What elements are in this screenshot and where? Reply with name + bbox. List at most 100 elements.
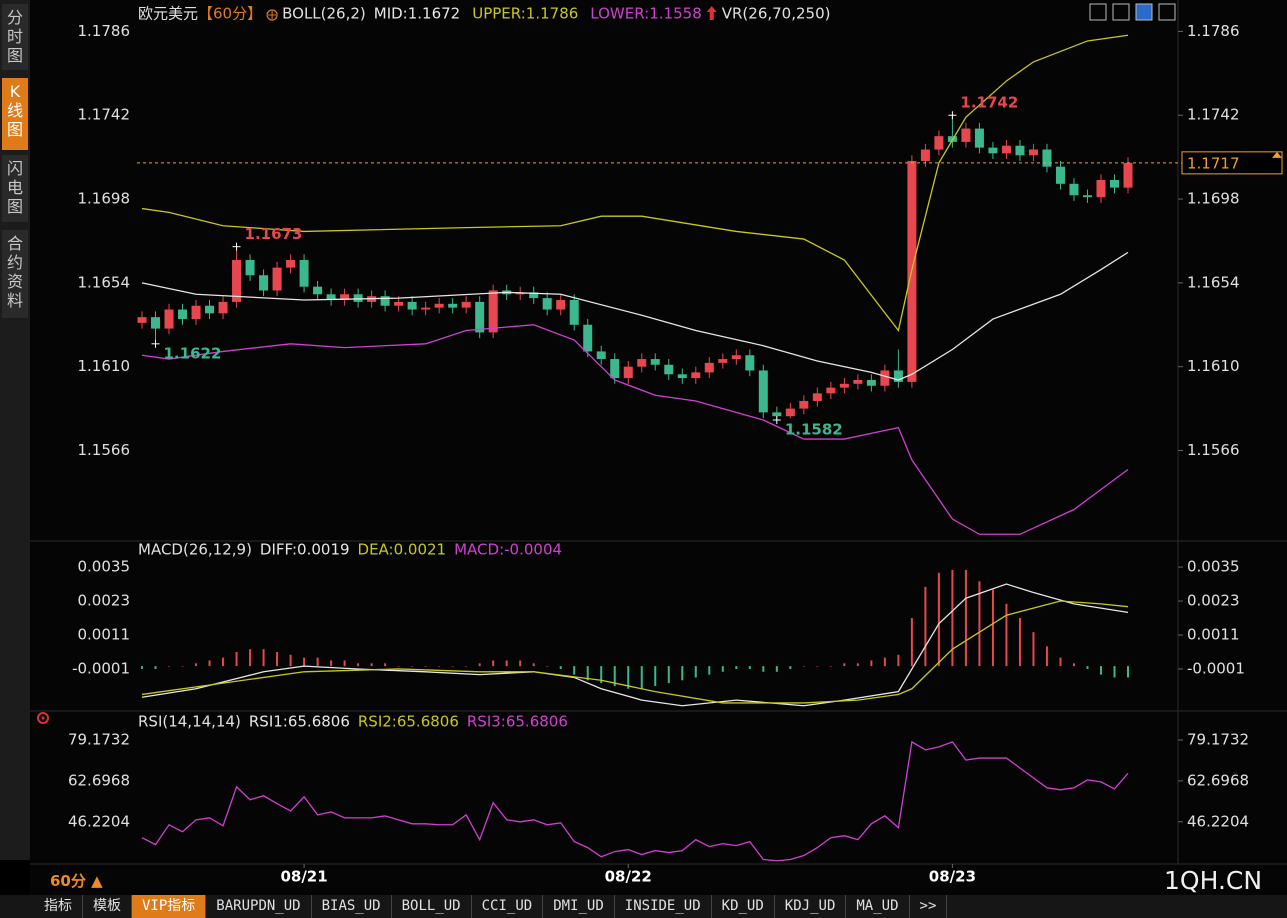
candle-body (853, 380, 863, 384)
candle-body (650, 359, 660, 365)
y-tick-label: 1.1742 (1187, 106, 1240, 124)
y-tick-label: 1.1566 (78, 441, 131, 459)
bottom-tab[interactable]: VIP指标 (132, 895, 207, 918)
sidebar-tab[interactable]: 合约资料 (2, 230, 28, 318)
tool-icon[interactable] (1158, 3, 1176, 21)
period-label: 【60分】 (198, 5, 262, 23)
x-tick-label: 08/23 (929, 868, 976, 886)
sidebar-tab[interactable]: 分时图 (2, 4, 28, 70)
y-tick-label: -0.0001 (72, 659, 130, 677)
candle-body (677, 374, 687, 379)
candle-body (1015, 145, 1025, 156)
candle-body (191, 305, 201, 320)
series-line (141, 251, 1129, 381)
candle-body (353, 294, 363, 302)
legend-entry: UPPER:1.1786 (472, 5, 578, 23)
candle-body (745, 355, 755, 371)
bottom-tab[interactable]: KDJ_UD (775, 895, 847, 918)
bottom-tab[interactable]: BIAS_UD (312, 895, 392, 918)
tool-icon[interactable] (1089, 3, 1107, 21)
bottom-tab[interactable]: 模板 (83, 895, 132, 918)
candle-body (637, 359, 647, 367)
y-tick-label: 1.1610 (78, 357, 131, 375)
tool-icon[interactable] (1135, 3, 1153, 21)
y-tick-label: 1.1742 (78, 106, 131, 124)
candle-body (272, 267, 282, 291)
y-tick-label: 46.2204 (1187, 812, 1249, 830)
candle-body (151, 317, 161, 329)
chart-title: MACD(26,12,9) (138, 541, 252, 559)
candle-body (299, 260, 309, 287)
candle-body (259, 275, 269, 291)
candle-body (596, 351, 606, 360)
toolbar[interactable] (1089, 3, 1176, 21)
candle-body (475, 301, 485, 333)
sidebar-tab[interactable]: 闪电图 (2, 155, 28, 222)
candle-body (934, 136, 944, 150)
y-tick-label: 62.6968 (1187, 771, 1249, 789)
candle-body (232, 260, 242, 302)
y-tick-label: 1.1654 (78, 273, 131, 291)
bottom-tab[interactable]: BOLL_UD (392, 895, 472, 918)
y-tick-label: 1.1698 (1187, 190, 1240, 208)
candle-body (448, 303, 458, 308)
candle-body (826, 387, 836, 394)
candle-body (1055, 166, 1065, 184)
candle-body (313, 286, 323, 295)
bottom-tab[interactable]: 指标 (34, 895, 83, 918)
candle-body (542, 298, 552, 310)
bottom-tab[interactable]: >> (910, 895, 948, 918)
candle-body (137, 317, 147, 323)
legend-entry: LOWER:1.1558 (590, 5, 701, 23)
candle-body (421, 307, 431, 310)
y-tick-label: -0.0001 (1187, 659, 1245, 677)
y-tick-label: 1.1610 (1187, 357, 1240, 375)
last-price-label: 1.1717 (1187, 154, 1240, 172)
y-tick-label: 0.0035 (1187, 558, 1240, 576)
legend-entry: MACD:-0.0004 (454, 541, 562, 559)
y-tick-label: 46.2204 (68, 812, 130, 830)
series-line (141, 740, 1129, 862)
legend-entry: RSI2:65.6806 (358, 713, 459, 731)
candle-body (205, 305, 215, 314)
candle-body (785, 408, 795, 417)
candle-body (974, 128, 984, 148)
candle-body (1069, 183, 1079, 196)
bottom-tab[interactable]: MA_UD (846, 895, 910, 918)
candle-body (434, 303, 444, 308)
candle-body (529, 292, 539, 299)
bottom-tab[interactable]: INSIDE_UD (615, 895, 712, 918)
legend-entry: DEA:0.0021 (358, 541, 447, 559)
candle-body (772, 412, 782, 417)
y-tick-label: 1.1698 (78, 190, 131, 208)
candle-body (704, 362, 714, 373)
candle-body (326, 294, 336, 300)
period-button[interactable]: 60分 ▲ (50, 872, 103, 890)
bottom-tab[interactable]: DMI_UD (543, 895, 615, 918)
candle-body (893, 370, 903, 382)
series-line (141, 34, 1129, 332)
candle-body (245, 260, 255, 276)
candle-body (164, 309, 174, 329)
settings-icon-ring[interactable] (37, 712, 49, 724)
bottom-tab[interactable]: CCI_UD (472, 895, 544, 918)
bottom-tab[interactable]: BARUPDN_UD (206, 895, 312, 918)
background (30, 0, 1287, 895)
tool-icon[interactable] (1112, 3, 1130, 21)
settings-icon[interactable] (37, 712, 49, 724)
candle-body (380, 296, 390, 306)
candle-body (461, 301, 471, 308)
y-tick-label: 62.6968 (68, 771, 130, 789)
sidebar-tab[interactable]: K线图 (2, 78, 28, 150)
series-line (141, 600, 1129, 704)
settings-icon-dot[interactable] (41, 716, 45, 720)
legend-entry: MID:1.1672 (374, 5, 460, 23)
candle-body (286, 260, 296, 268)
icon (266, 9, 278, 21)
candle-body (218, 301, 228, 314)
bottom-tab[interactable]: KD_UD (712, 895, 775, 918)
candle-body (488, 290, 498, 333)
candle-body (799, 400, 809, 409)
candle-body (610, 359, 620, 379)
candle-body (664, 364, 674, 375)
